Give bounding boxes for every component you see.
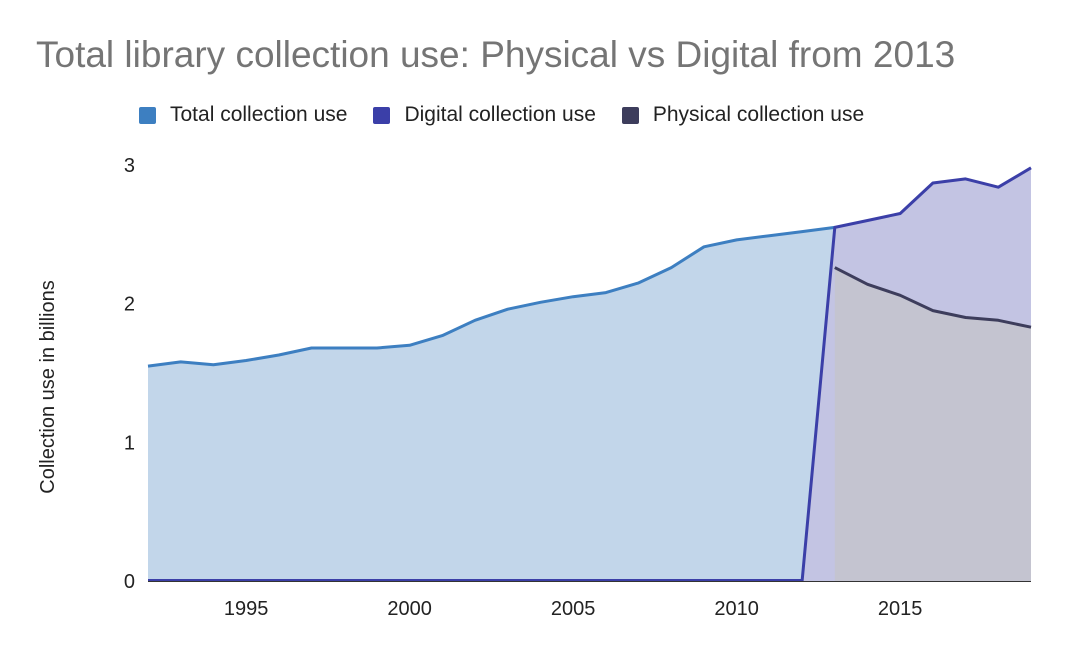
area-layer bbox=[148, 167, 1031, 582]
legend-label-physical: Physical collection use bbox=[652, 103, 865, 126]
legend-item-total: Total collection use bbox=[139, 103, 347, 127]
x-tick-label: 2010 bbox=[714, 598, 759, 620]
area-physical bbox=[834, 267, 1031, 581]
x-tick-label: 1995 bbox=[224, 598, 269, 620]
chart-title: Total library collection use: Physical v… bbox=[36, 34, 956, 75]
area-total bbox=[148, 227, 835, 581]
y-axis-ticks: 0 1 2 3 bbox=[124, 155, 135, 593]
legend-swatch-physical bbox=[621, 106, 639, 124]
y-tick-label: 3 bbox=[124, 155, 135, 177]
legend-item-digital: Digital collection use bbox=[373, 103, 596, 127]
legend-label-digital: Digital collection use bbox=[404, 103, 596, 126]
x-tick-label: 2000 bbox=[387, 598, 432, 620]
legend-label-total: Total collection use bbox=[170, 103, 348, 126]
y-tick-label: 1 bbox=[124, 432, 135, 454]
x-tick-label: 2005 bbox=[551, 598, 596, 620]
line-layer bbox=[147, 166, 1032, 582]
x-axis-ticks: 1995 2000 2005 2010 2015 bbox=[224, 598, 923, 620]
legend-item-physical: Physical collection use bbox=[621, 103, 865, 127]
series-line-total bbox=[147, 225, 835, 368]
legend-swatch-total bbox=[139, 106, 156, 124]
y-axis-label: Collection use in billions bbox=[37, 280, 59, 493]
y-tick-label: 2 bbox=[124, 294, 135, 316]
series-line-physical bbox=[834, 266, 1032, 329]
y-tick-label: 0 bbox=[124, 571, 135, 593]
x-tick-label: 2015 bbox=[878, 598, 923, 620]
series-line-digital bbox=[800, 166, 1032, 582]
legend: Total collection use Digital collection … bbox=[139, 103, 890, 127]
legend-swatch-digital bbox=[373, 106, 391, 124]
